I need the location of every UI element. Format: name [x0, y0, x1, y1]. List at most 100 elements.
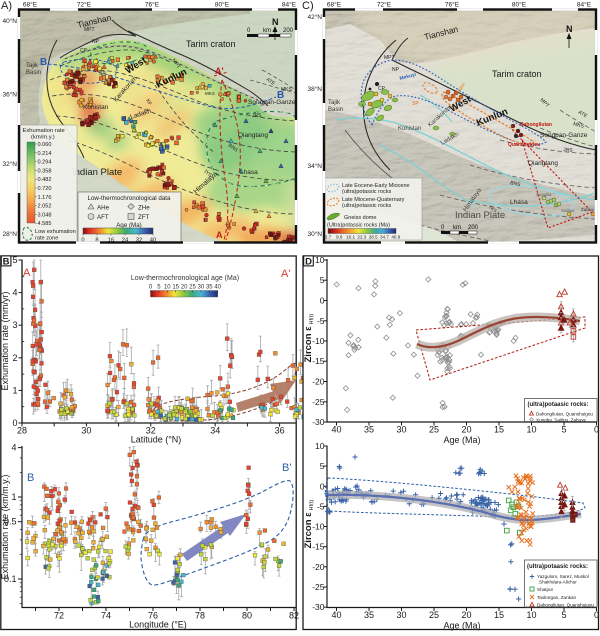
svg-text:SP: SP: [412, 101, 419, 107]
svg-text:MKS: MKS: [572, 121, 585, 130]
svg-text:30: 30: [396, 610, 406, 620]
svg-text:0: 0: [247, 28, 251, 34]
svg-text:Basin: Basin: [26, 70, 41, 76]
svg-text:BNS: BNS: [227, 143, 239, 154]
svg-text:BNS: BNS: [510, 180, 522, 188]
svg-text:34: 34: [210, 426, 220, 436]
svg-text:0.1: 0.1: [4, 574, 17, 584]
svg-text:10: 10: [526, 610, 536, 620]
svg-text:40°N: 40°N: [2, 17, 17, 25]
svg-text:Tajik: Tajik: [26, 63, 39, 69]
svg-text:Xungba: Xungba: [536, 192, 552, 197]
svg-text:200: 200: [283, 28, 294, 34]
svg-text:5: 5: [561, 425, 566, 435]
svg-text:72°E: 72°E: [377, 1, 392, 9]
svg-text:N: N: [566, 24, 573, 34]
svg-text:ATE: ATE: [577, 110, 589, 120]
svg-text:MKS: MKS: [205, 91, 215, 96]
svg-text:28.5: 28.5: [369, 235, 378, 240]
svg-text:Taxkorgan, Zankan: Taxkorgan, Zankan: [537, 595, 577, 600]
svg-text:Hf(t): Hf(t): [309, 314, 315, 325]
svg-text:2.052: 2.052: [38, 204, 52, 210]
svg-text:-30: -30: [312, 602, 325, 612]
svg-text:Shatput: Shatput: [537, 587, 554, 592]
svg-text:CP: CP: [378, 86, 386, 92]
svg-text:ZFT: ZFT: [138, 214, 150, 221]
svg-text:200: 200: [468, 225, 479, 231]
svg-text:3: 3: [12, 320, 17, 330]
svg-text:84°E: 84°E: [282, 1, 297, 9]
svg-text:1: 1: [12, 385, 17, 395]
svg-text:36: 36: [275, 426, 285, 436]
svg-text:Exhumation rate: Exhumation rate: [23, 128, 65, 134]
svg-text:MPT: MPT: [170, 58, 181, 70]
svg-text:IYS: IYS: [203, 169, 214, 179]
svg-text:Tarim craton: Tarim craton: [186, 39, 236, 49]
svg-text:0.214: 0.214: [38, 151, 52, 157]
svg-text:MKS: MKS: [281, 87, 293, 93]
svg-text:Songpan-Ganze: Songpan-Ganze: [248, 99, 296, 106]
svg-text:30°N: 30°N: [307, 230, 322, 238]
svg-text:Hf(t): Hf(t): [309, 500, 315, 511]
svg-text:-10: -10: [312, 336, 325, 346]
svg-text:80°E: 80°E: [512, 1, 527, 9]
svg-text:Qiangtang: Qiangtang: [528, 160, 558, 167]
svg-text:rate zone: rate zone: [35, 236, 58, 242]
svg-text:76°E: 76°E: [145, 1, 160, 9]
svg-text:30: 30: [198, 285, 205, 291]
svg-text:-25: -25: [312, 582, 325, 592]
svg-text:Qiangtang: Qiangtang: [238, 132, 268, 139]
svg-text:42°N: 42°N: [307, 13, 322, 21]
svg-text:5: 5: [320, 461, 325, 471]
svg-text:Lhasa: Lhasa: [240, 169, 258, 176]
svg-text:0: 0: [12, 418, 17, 428]
svg-text:76: 76: [148, 611, 158, 621]
svg-text:0: 0: [594, 425, 599, 435]
svg-text:B: B: [27, 472, 34, 484]
svg-text:0: 0: [81, 238, 84, 244]
svg-text:10: 10: [315, 255, 325, 265]
svg-text:0.720: 0.720: [38, 186, 52, 192]
svg-text:-20: -20: [312, 562, 325, 572]
svg-text:Dahongliutan, Quanshuigou: Dahongliutan, Quanshuigou: [537, 603, 594, 608]
svg-text:MPT: MPT: [84, 27, 95, 33]
svg-text:Xungba, Sailipu, Zabuye: Xungba, Sailipu, Zabuye: [536, 418, 587, 423]
svg-text:CP: CP: [80, 48, 88, 54]
svg-text:68°E: 68°E: [327, 1, 342, 9]
svg-text:Low-thermochronological age (M: Low-thermochronological age (Ma): [131, 275, 239, 282]
svg-text:0: 0: [149, 285, 153, 291]
svg-text:28: 28: [17, 426, 27, 436]
svg-text:MPT: MPT: [384, 55, 395, 61]
svg-text:80°E: 80°E: [215, 1, 230, 9]
svg-text:Age (Ma): Age (Ma): [443, 435, 480, 445]
svg-text:Exhumation rate (km/m.y.): Exhumation rate (km/m.y.): [0, 475, 10, 580]
svg-text:Mekuyi: Mekuyi: [399, 72, 418, 82]
svg-text:68°E: 68°E: [23, 1, 38, 9]
svg-text:A): A): [1, 0, 12, 12]
svg-text:Indian Plate: Indian Plate: [72, 167, 122, 178]
svg-text:25: 25: [429, 610, 439, 620]
svg-text:32: 32: [136, 238, 142, 244]
svg-text:Late Miocene-Quaternary: Late Miocene-Quaternary: [342, 197, 405, 203]
svg-text:(ultra)potaasic rocks:: (ultra)potaasic rocks:: [528, 402, 589, 408]
svg-text:8: 8: [95, 238, 98, 244]
svg-text:B: B: [277, 90, 284, 101]
svg-text:Indian Plate: Indian Plate: [455, 210, 505, 221]
svg-text:(ultra)potassic rocks: (ultra)potassic rocks: [342, 189, 391, 195]
svg-text:24: 24: [122, 238, 129, 244]
svg-text:22.3: 22.3: [357, 235, 366, 240]
svg-text:16.1: 16.1: [346, 235, 355, 240]
svg-text:ZHe: ZHe: [138, 205, 150, 212]
svg-text:Longitude (°E): Longitude (°E): [129, 620, 187, 630]
svg-text:(Ultra)potassic rocks (Ma): (Ultra)potassic rocks (Ma): [327, 223, 390, 229]
svg-text:SP: SP: [99, 71, 106, 77]
svg-text:-25: -25: [312, 397, 325, 407]
svg-text:32°N: 32°N: [2, 160, 17, 168]
svg-text:25: 25: [189, 285, 196, 291]
svg-text:32: 32: [146, 426, 156, 436]
svg-text:-30: -30: [312, 417, 325, 427]
svg-text:34°N: 34°N: [307, 162, 322, 170]
svg-text:72: 72: [54, 611, 64, 621]
svg-text:NP: NP: [392, 67, 400, 73]
svg-text:4.585: 4.585: [38, 221, 52, 227]
